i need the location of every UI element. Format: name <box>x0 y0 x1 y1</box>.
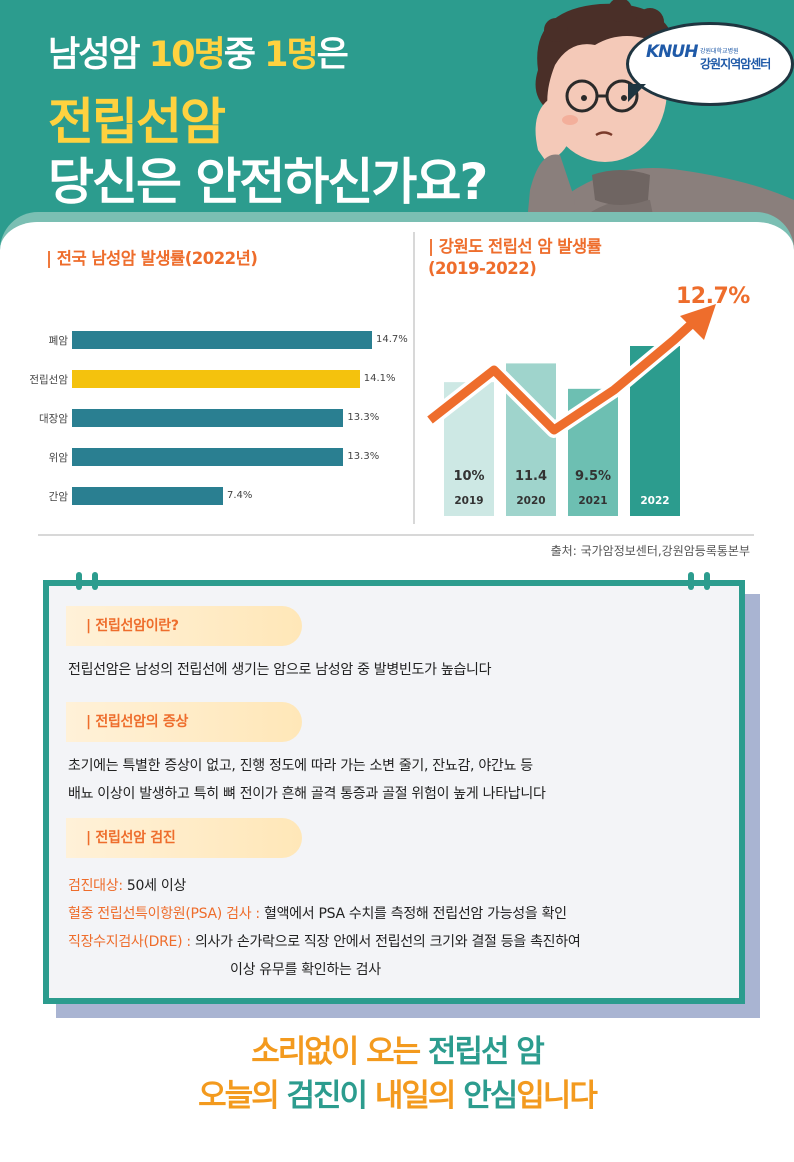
bar-value-label: 14.1% <box>363 373 396 384</box>
bar-category-label: 대장암 <box>39 413 68 425</box>
gangwon-year-label: 2020 <box>516 495 545 507</box>
chart-divider <box>413 232 415 524</box>
gangwon-year-label: 2019 <box>454 495 483 507</box>
bar-value-label: 13.3% <box>347 412 380 423</box>
national-chart-title: | 전국 남성암 발생률(2022년) <box>46 249 258 268</box>
section-divider <box>38 534 754 536</box>
headline-line2: 전립선암 <box>48 93 226 151</box>
board-clip <box>704 572 710 590</box>
bar-value-label: 7.4% <box>227 490 253 501</box>
source-note: 출처: 국가암정보센터,강원암등록통본부 <box>550 544 750 558</box>
slogan-line1: 소리없이 오는 전립선 암 <box>251 1034 545 1070</box>
section-body-what: 전립선암은 남성의 전립선에 생기는 암으로 남성암 중 발병빈도가 높습니다 <box>68 662 492 678</box>
screening-dre: 직장수지검사(DRE) : 의사가 손가락으로 직장 안에서 전립선의 크기와 … <box>68 934 581 950</box>
national-bar <box>72 370 360 388</box>
gangwon-value-label: 11.4 <box>515 469 547 484</box>
section-pill-what: | 전립선암이란? <box>66 606 302 646</box>
section-body-symptoms-1: 초기에는 특별한 증상이 없고, 진행 정도에 따라 가는 소변 줄기, 잔뇨감… <box>68 758 533 774</box>
board-clip <box>92 572 98 590</box>
gangwon-chart-title-line1: | 강원도 전립선 암 발생률 <box>428 237 602 256</box>
trend-arrow <box>427 314 702 435</box>
trend-arrow-head <box>680 304 716 340</box>
gangwon-2022-value: 12.7% <box>676 284 750 309</box>
info-board <box>43 580 745 1004</box>
bubble-tail <box>628 84 646 102</box>
section-pill-screening: | 전립선암 검진 <box>66 818 302 858</box>
board-clip <box>76 572 82 590</box>
gangwon-value-label: 9.5% <box>575 469 611 484</box>
screening-dre-cont: 이상 유무를 확인하는 검사 <box>230 962 381 978</box>
national-bar <box>72 487 224 505</box>
gangwon-value-label: 10% <box>453 469 484 484</box>
gangwon-year-label: 2021 <box>578 495 607 507</box>
section-title-symptoms: | 전립선암의 증상 <box>86 714 189 730</box>
screening-target: 검진대상: 50세 이상 <box>68 878 187 894</box>
national-bar <box>72 331 372 349</box>
headline-line1: 남성암 10명중 1명은 <box>48 35 349 75</box>
screening-psa: 혈중 전립선특이항원(PSA) 검사 : 혈액에서 PSA 수치를 측정해 전립… <box>68 906 567 922</box>
gangwon-year-label: 2022 <box>640 495 669 507</box>
section-pill-symptoms: | 전립선암의 증상 <box>66 702 302 742</box>
bar-category-label: 폐암 <box>48 335 68 347</box>
bar-category-label: 전립선암 <box>29 374 68 386</box>
national-bar <box>72 448 344 466</box>
board-clip <box>688 572 694 590</box>
bar-value-label: 14.7% <box>376 334 408 345</box>
national-bar <box>72 409 344 427</box>
knuh-logo-mark: KNUH <box>646 42 698 62</box>
section-title-what: | 전립선암이란? <box>86 618 179 634</box>
logo-hospital-name: 강원대학교병원 <box>700 48 739 55</box>
slogan-line2: 오늘의 검진이 내일의 안심입니다 <box>198 1078 598 1114</box>
section-body-symptoms-2: 배뇨 이상이 발생하고 특히 뼈 전이가 흔해 골격 통증과 골절 위험이 높게… <box>68 786 546 802</box>
section-title-screening: | 전립선암 검진 <box>86 830 176 846</box>
gangwon-bar-chart: 10% 2019 11.4 2020 9.5% 2021 2022 <box>425 304 716 516</box>
logo-center-name: 강원지역암센터 <box>700 57 771 71</box>
bar-category-label: 위암 <box>48 452 68 464</box>
logo-speech-bubble <box>626 22 794 106</box>
bar-category-label: 간암 <box>48 491 68 503</box>
headline-line3: 당신은 안전하신가요? <box>48 153 488 211</box>
gangwon-chart-title-line2: (2019-2022) <box>428 259 537 278</box>
bar-value-label: 13.3% <box>347 451 380 462</box>
